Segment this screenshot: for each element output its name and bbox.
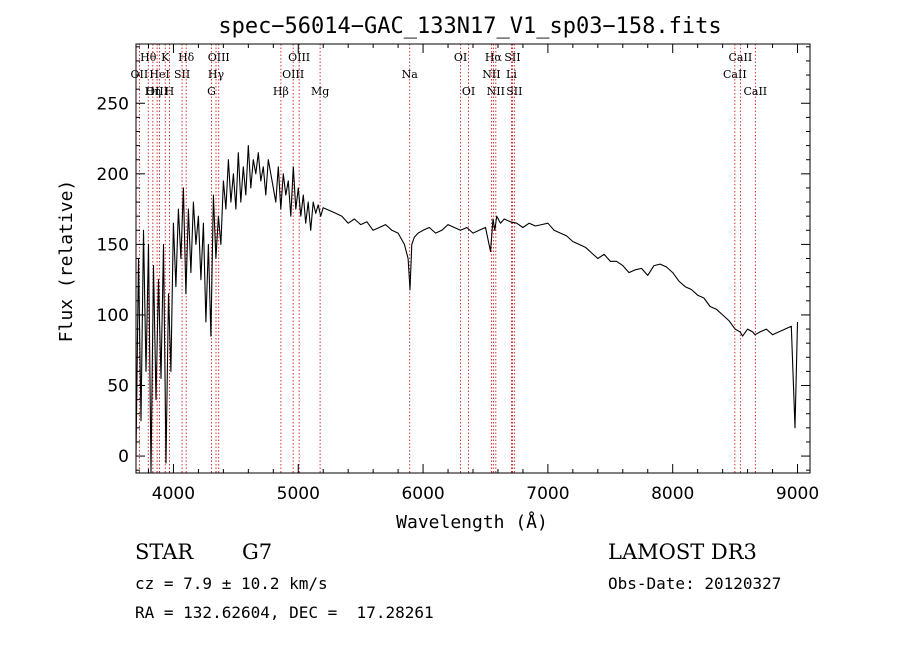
object-class: STAR bbox=[135, 540, 194, 564]
line-marker-label: SII bbox=[504, 51, 520, 64]
line-marker-label: NII bbox=[487, 85, 505, 98]
line-marker-label: OI bbox=[454, 51, 467, 64]
line-marker-label: CaII bbox=[723, 68, 747, 81]
survey-name: LAMOST DR3 bbox=[608, 540, 757, 564]
plot-frame bbox=[135, 43, 811, 474]
line-marker-label: CaII bbox=[729, 51, 753, 64]
coordinates-readout: RA = 132.62604, DEC = 17.28261 bbox=[135, 603, 434, 622]
y-tick-label: 0 bbox=[118, 447, 129, 467]
line-marker-label: Hβ bbox=[273, 85, 289, 98]
line-marker-label: H bbox=[165, 85, 175, 98]
y-tick-label: 250 bbox=[97, 94, 129, 114]
x-tick-label: 8000 bbox=[651, 484, 694, 504]
y-axis-ticks: 0 50 100 150 200 250 bbox=[97, 46, 810, 471]
x-axis-label: Wavelength (Å) bbox=[396, 511, 548, 533]
line-marker-label: K bbox=[161, 51, 170, 64]
line-marker-label: Mg bbox=[311, 85, 329, 98]
y-tick-label: 100 bbox=[97, 306, 129, 326]
line-marker-label: Hθ bbox=[140, 51, 157, 64]
line-marker-label: G bbox=[207, 85, 216, 98]
line-marker-label: OII bbox=[131, 68, 149, 81]
y-tick-label: 150 bbox=[97, 235, 129, 255]
x-tick-label: 7000 bbox=[526, 484, 569, 504]
line-marker-label: SII bbox=[174, 68, 190, 81]
line-marker-label: CaII bbox=[743, 85, 767, 98]
line-marker-label: HeI bbox=[149, 68, 169, 81]
line-marker-label: OIII bbox=[282, 68, 304, 81]
line-marker-label: SII bbox=[506, 85, 522, 98]
line-marker-label: Na bbox=[402, 68, 419, 81]
line-marker-label: OIII bbox=[288, 51, 310, 64]
spectral-subclass: G7 bbox=[242, 540, 273, 564]
line-marker-label: Hδ bbox=[178, 51, 195, 64]
x-tick-label: 9000 bbox=[776, 484, 819, 504]
line-marker-label: Hα bbox=[485, 51, 503, 64]
x-tick-label: 4000 bbox=[152, 484, 195, 504]
line-marker-label: OIII bbox=[208, 51, 230, 64]
spectrum-line bbox=[135, 145, 799, 473]
line-markers bbox=[138, 44, 756, 473]
line-marker-label: OI bbox=[462, 85, 475, 98]
y-tick-label: 200 bbox=[97, 165, 129, 185]
y-axis-label: Flux (relative) bbox=[56, 180, 77, 343]
y-tick-label: 50 bbox=[107, 377, 129, 397]
line-marker-label: OIII bbox=[146, 85, 168, 98]
x-tick-label: 6000 bbox=[401, 484, 444, 504]
chart-title: spec−56014−GAC_133N17_V1_sp03−158.fits bbox=[218, 14, 721, 39]
x-axis-ticks: 4000 5000 6000 7000 8000 9000 bbox=[147, 44, 819, 504]
line-marker-label: Li bbox=[506, 68, 517, 81]
x-tick-label: 5000 bbox=[277, 484, 320, 504]
line-marker-labels: Hθ OII OIII HeI Hη K SII H Hδ OIII Hγ G Hβ OIII OIII Mg… bbox=[131, 51, 768, 98]
line-marker-label: Hγ bbox=[208, 68, 225, 81]
observation-date: Obs-Date: 20120327 bbox=[608, 574, 782, 593]
line-marker-label: Hη bbox=[145, 85, 161, 98]
redshift-readout: cz = 7.9 ± 10.2 km/s bbox=[135, 574, 328, 593]
line-marker-label: NII bbox=[482, 68, 500, 81]
